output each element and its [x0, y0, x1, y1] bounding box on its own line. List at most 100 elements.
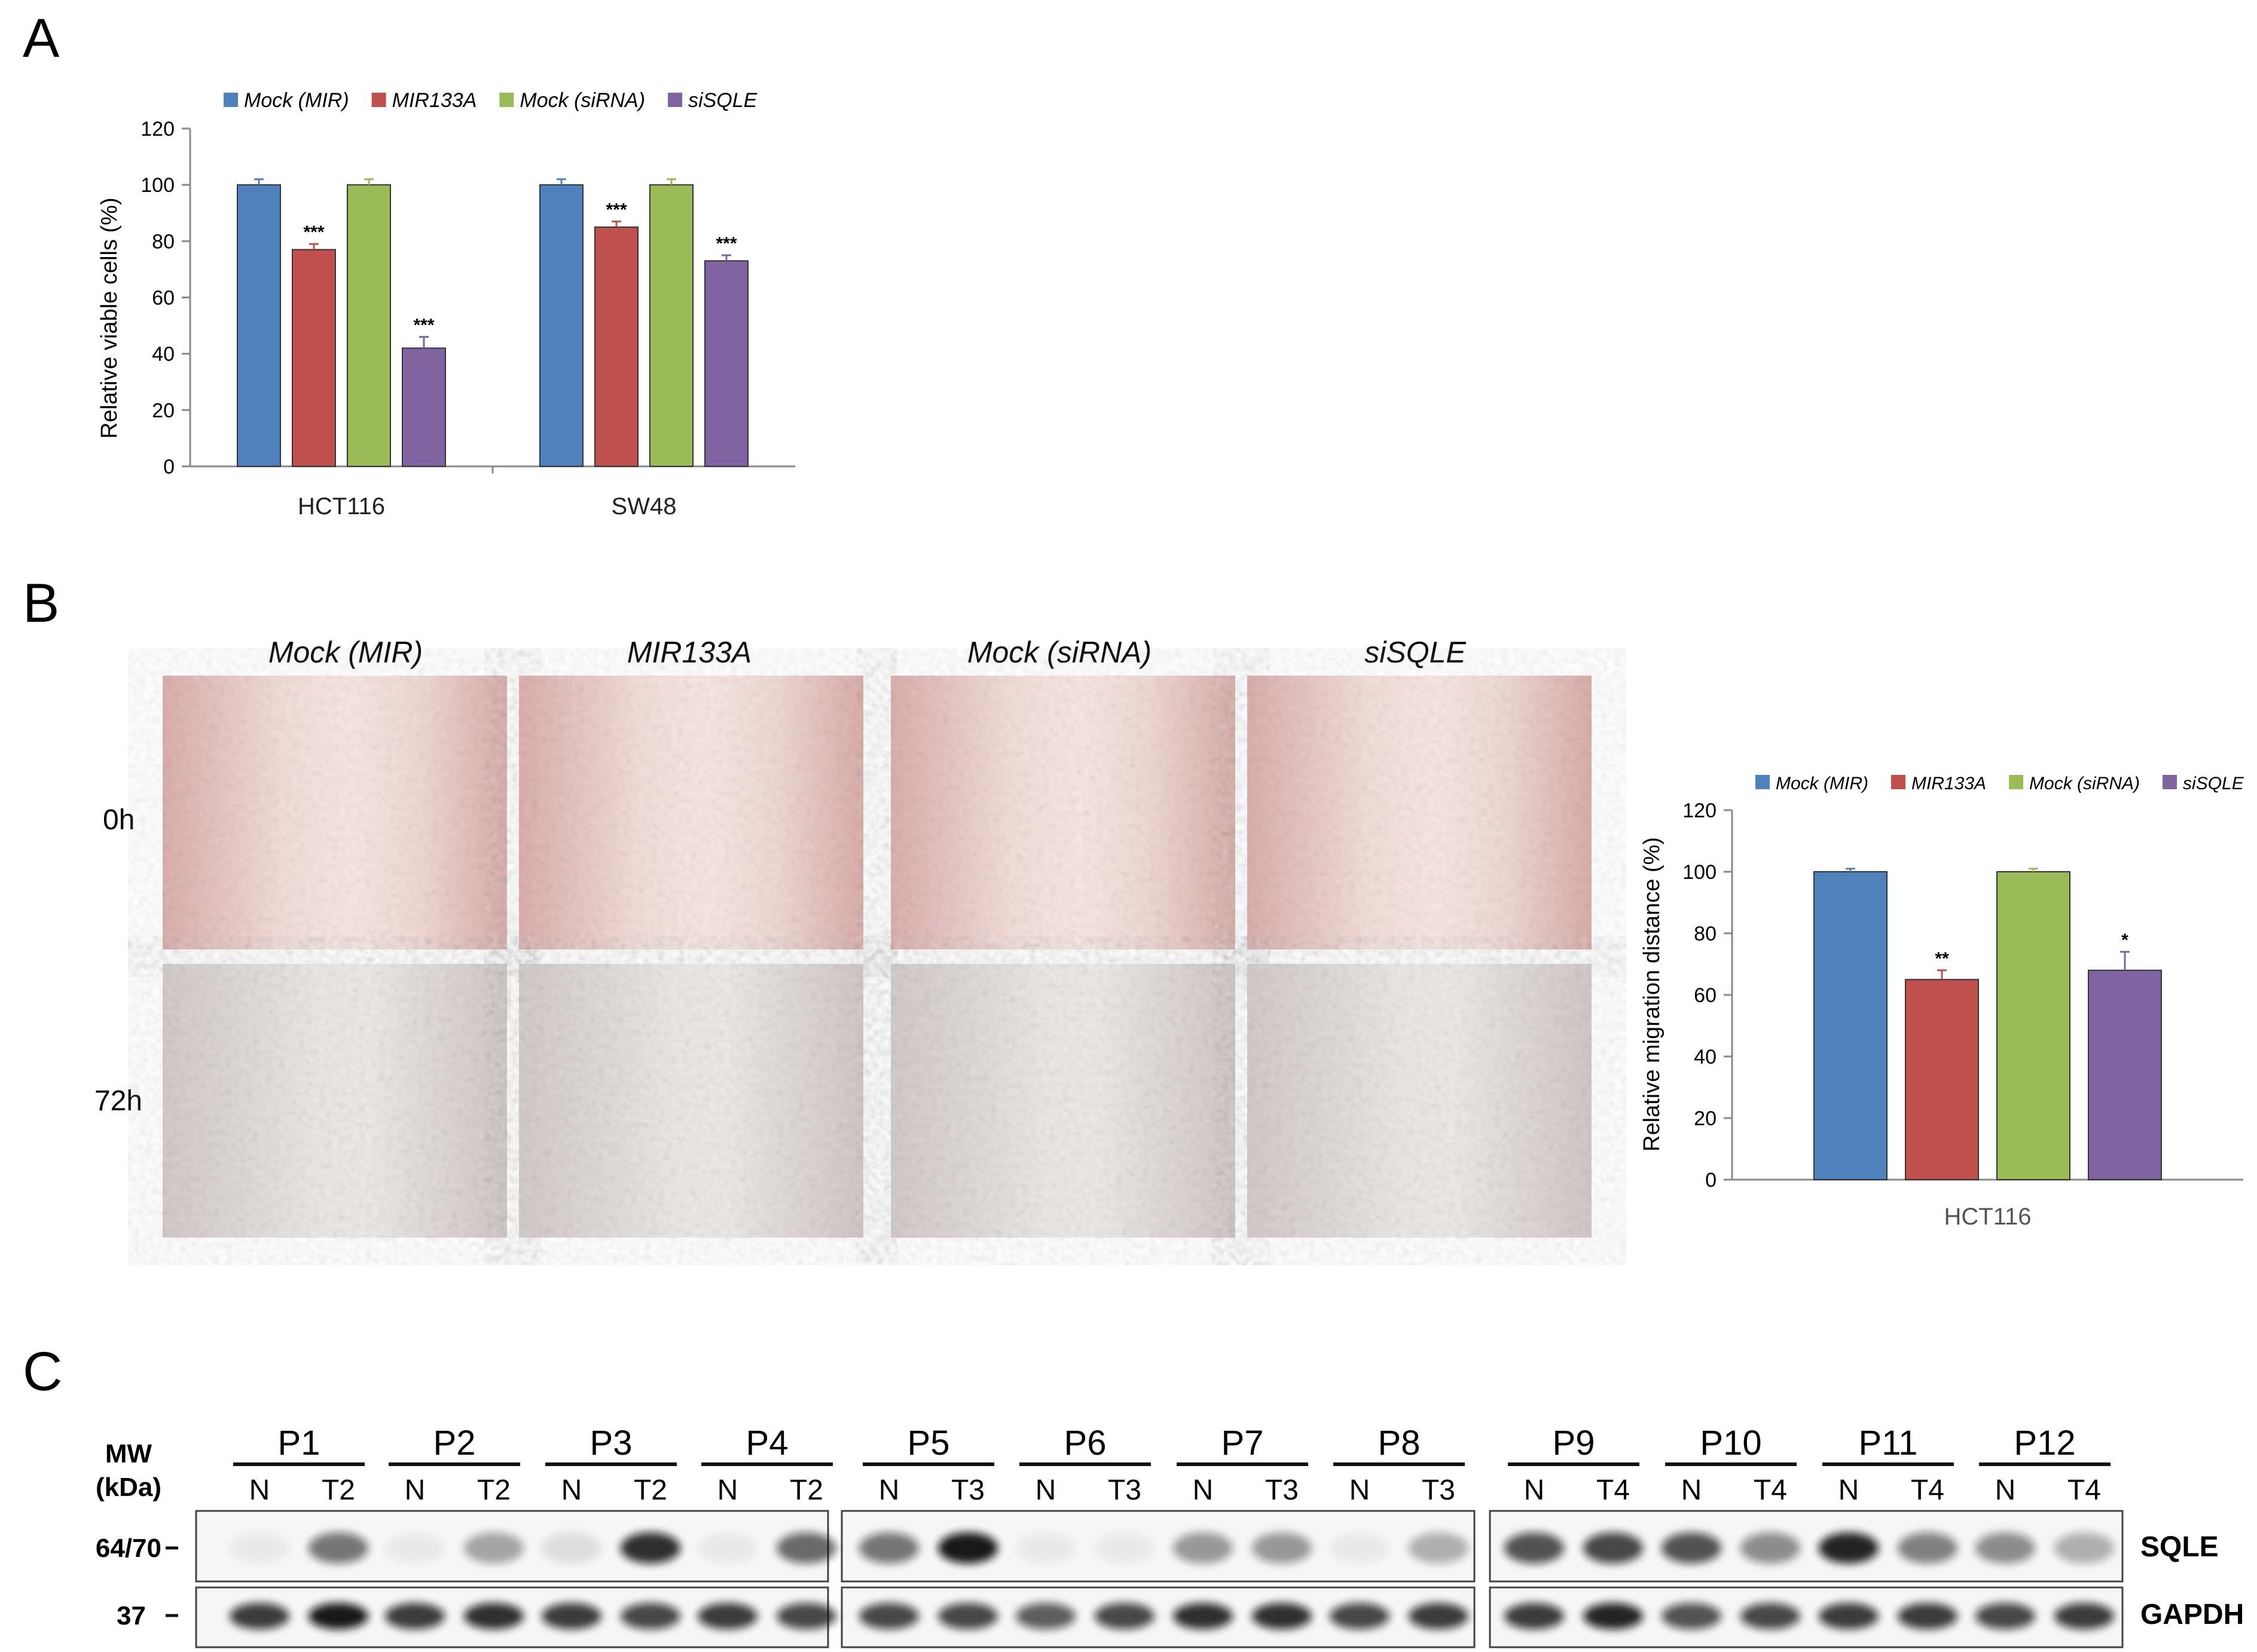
band-gapdh	[1173, 1603, 1233, 1629]
category-label-sw48: SW48	[612, 493, 677, 520]
micrograph-mock-mir-72h	[163, 964, 507, 1238]
band-sqle	[309, 1532, 368, 1564]
lane-label: T3	[1108, 1474, 1141, 1506]
lane-label: T4	[1754, 1474, 1787, 1506]
y-tick-label: 120	[1682, 799, 1717, 822]
significance-marker: ***	[413, 315, 434, 335]
band-gapdh	[1898, 1603, 1957, 1629]
y-tick-label: 80	[1694, 923, 1717, 945]
band-gapdh	[542, 1603, 601, 1629]
bar-mock-mir-sw48	[539, 184, 584, 467]
significance-marker: ***	[716, 234, 737, 254]
micrograph-column-title-sisqle: siSQLE	[1364, 636, 1466, 669]
patient-label-p4: P4	[746, 1424, 789, 1462]
micrograph-sisqle-72h	[1247, 964, 1592, 1238]
y-tick-label: 100	[141, 174, 175, 197]
lane-label: N	[1193, 1474, 1214, 1506]
micrograph-row-label-72h: 72h	[94, 1085, 142, 1117]
band-sqle	[1819, 1532, 1879, 1564]
patient-label-p8: P8	[1378, 1424, 1421, 1462]
lane-label: N	[1349, 1474, 1370, 1506]
legend-label-mir133a: MIR133A	[392, 89, 477, 112]
lane-label: T4	[1911, 1474, 1944, 1506]
band-sqle	[230, 1532, 289, 1564]
band-gapdh	[1095, 1603, 1155, 1629]
lane-label: T2	[477, 1474, 511, 1506]
significance-marker: ***	[606, 200, 627, 219]
y-tick-label: 20	[152, 399, 175, 422]
patient-label-p9: P9	[1553, 1424, 1595, 1462]
mw-unit-label: (kDa)	[96, 1473, 161, 1502]
y-tick-label: 20	[1694, 1107, 1717, 1130]
lane-label: N	[1995, 1474, 2016, 1506]
band-sqle	[1504, 1532, 1564, 1564]
legend-label-mock-sirna: Mock (siRNA)	[2029, 774, 2140, 793]
band-sqle	[698, 1532, 758, 1564]
band-sqle	[1409, 1532, 1468, 1564]
micrograph-row-label-0h: 0h	[103, 804, 135, 836]
bar-mock-sirna-hct116	[347, 184, 391, 467]
band-sqle	[1583, 1532, 1643, 1564]
lane-label: T3	[1422, 1474, 1455, 1506]
wound-healing-micrographs: Mock (MIR) MIR133A Mock (siRNA) siSQLE 0…	[94, 636, 1592, 1238]
lane-label: N	[249, 1474, 270, 1506]
migration-y-axis-label: Relative migration distance (%)	[1639, 837, 1665, 1152]
patient-label-p12: P12	[2014, 1424, 2075, 1462]
lane-label: T2	[322, 1474, 355, 1506]
band-gapdh	[1583, 1603, 1643, 1629]
band-label-gapdh: GAPDH	[2140, 1599, 2244, 1630]
bar-sisqle-hct116	[402, 347, 446, 467]
lane-label: T3	[1265, 1474, 1299, 1506]
y-tick-label: 120	[141, 118, 175, 141]
legend-swatch-sisqle	[2163, 775, 2177, 789]
micrograph-mock-sirna-72h	[891, 964, 1235, 1238]
bar-mir133a-hct116	[1905, 979, 1979, 1180]
bar-mir133a-sw48	[594, 226, 639, 467]
patient-label-p11: P11	[1859, 1424, 1918, 1462]
legend-swatch-mock-sirna	[499, 93, 514, 107]
patient-label-p7: P7	[1221, 1424, 1264, 1462]
lane-label: N	[879, 1474, 900, 1506]
migration-bar-chart: Mock (MIR) MIR133A Mock (siRNA) siSQLE 0 20 4…	[1639, 774, 2244, 1230]
band-gapdh	[385, 1603, 445, 1629]
lane-label: N	[561, 1474, 582, 1506]
legend-swatch-mock-mir	[1755, 775, 1770, 789]
mw-marker-gapdh: 37	[117, 1601, 146, 1630]
patient-label-p10: P10	[1700, 1424, 1761, 1462]
band-sqle	[385, 1532, 445, 1564]
micrograph-column-title-mock-sirna: Mock (siRNA)	[967, 636, 1152, 669]
legend-swatch-sisqle	[668, 93, 683, 107]
band-sqle	[1662, 1532, 1721, 1564]
lane-label: N	[1524, 1474, 1545, 1506]
patient-label-p6: P6	[1064, 1424, 1107, 1462]
bar-sisqle-hct116	[2088, 969, 2162, 1181]
migration-legend: Mock (MIR) MIR133A Mock (siRNA) siSQLE	[1755, 774, 2244, 793]
band-sqle	[1975, 1532, 2035, 1564]
viability-bar-chart: Mock (MIR) MIR133A Mock (siRNA) siSQLE 0 20 4…	[97, 89, 795, 520]
band-gapdh	[859, 1603, 919, 1629]
lane-label: N	[1036, 1474, 1056, 1506]
y-tick-label: 100	[1682, 861, 1717, 884]
mw-label: MW	[105, 1439, 152, 1468]
band-gapdh	[1504, 1603, 1564, 1629]
bar-mock-mir-hct116	[1813, 871, 1888, 1180]
band-gapdh	[938, 1603, 998, 1629]
band-sqle	[464, 1532, 524, 1564]
micrograph-mir133a-0h	[519, 676, 863, 949]
significance-marker: *	[2121, 930, 2128, 950]
legend-label-mock-mir: Mock (MIR)	[1776, 774, 1868, 793]
band-sqle	[1898, 1532, 1957, 1564]
micrograph-mir133a-72h	[519, 964, 863, 1238]
micrograph-mock-sirna-0h	[891, 676, 1235, 949]
lane-label: T4	[2067, 1474, 2101, 1506]
band-gapdh	[1662, 1603, 1721, 1629]
band-sqle	[1173, 1532, 1233, 1564]
band-label-sqle: SQLE	[2140, 1531, 2219, 1563]
band-gapdh	[1330, 1603, 1389, 1629]
panel-b-label: B	[23, 573, 59, 634]
panel-a-label: A	[23, 8, 60, 69]
lane-label: N	[1681, 1474, 1702, 1506]
band-gapdh	[621, 1603, 680, 1629]
viability-bars: *** *** *** ***	[237, 178, 749, 467]
